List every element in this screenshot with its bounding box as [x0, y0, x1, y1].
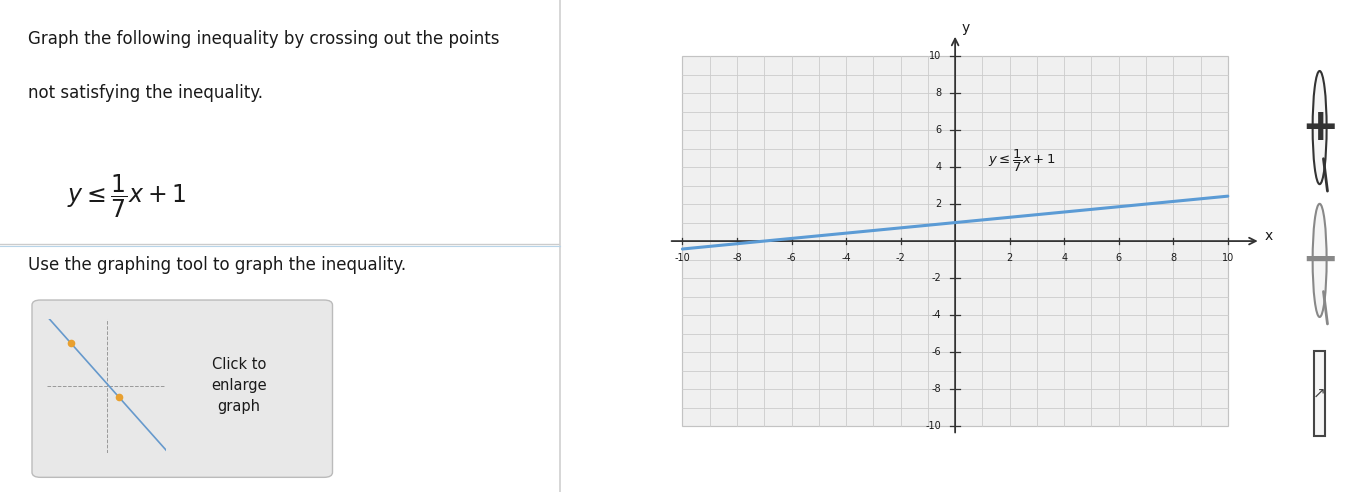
Text: 10: 10 [1222, 253, 1234, 263]
Text: $y \leq \dfrac{1}{7}x + 1$: $y \leq \dfrac{1}{7}x + 1$ [988, 149, 1056, 175]
Text: not satisfying the inequality.: not satisfying the inequality. [28, 84, 263, 102]
Text: 4: 4 [936, 162, 941, 172]
FancyBboxPatch shape [1315, 351, 1324, 436]
Text: x: x [1265, 228, 1273, 243]
Text: -2: -2 [895, 253, 906, 263]
Text: -10: -10 [926, 421, 941, 431]
Text: 6: 6 [936, 125, 941, 135]
FancyBboxPatch shape [682, 56, 1228, 426]
Text: -6: -6 [787, 253, 796, 263]
FancyBboxPatch shape [32, 300, 332, 477]
Text: +: + [1301, 106, 1338, 149]
Text: ↗: ↗ [1314, 386, 1326, 401]
Text: $y \leq \dfrac{1}{7}x + 1$: $y \leq \dfrac{1}{7}x + 1$ [68, 172, 186, 219]
Text: 2: 2 [936, 199, 941, 209]
Text: 2: 2 [1007, 253, 1012, 263]
Text: Graph the following inequality by crossing out the points: Graph the following inequality by crossi… [28, 30, 500, 48]
Text: -4: -4 [841, 253, 850, 263]
Text: 8: 8 [1170, 253, 1176, 263]
Text: -6: -6 [931, 347, 941, 357]
Text: 10: 10 [929, 51, 941, 61]
Text: -10: -10 [675, 253, 690, 263]
Text: -4: -4 [931, 310, 941, 320]
Text: -8: -8 [931, 384, 941, 394]
Text: Use the graphing tool to graph the inequality.: Use the graphing tool to graph the inequ… [28, 256, 406, 274]
Circle shape [1312, 204, 1327, 317]
Text: −: − [1301, 239, 1338, 282]
Text: 8: 8 [936, 88, 941, 98]
Text: Click to
enlarge
graph: Click to enlarge graph [211, 357, 267, 414]
Text: y: y [963, 21, 971, 35]
Text: 4: 4 [1061, 253, 1068, 263]
Text: -2: -2 [931, 273, 941, 283]
Circle shape [1312, 71, 1327, 184]
Text: 6: 6 [1115, 253, 1122, 263]
Text: -8: -8 [732, 253, 741, 263]
